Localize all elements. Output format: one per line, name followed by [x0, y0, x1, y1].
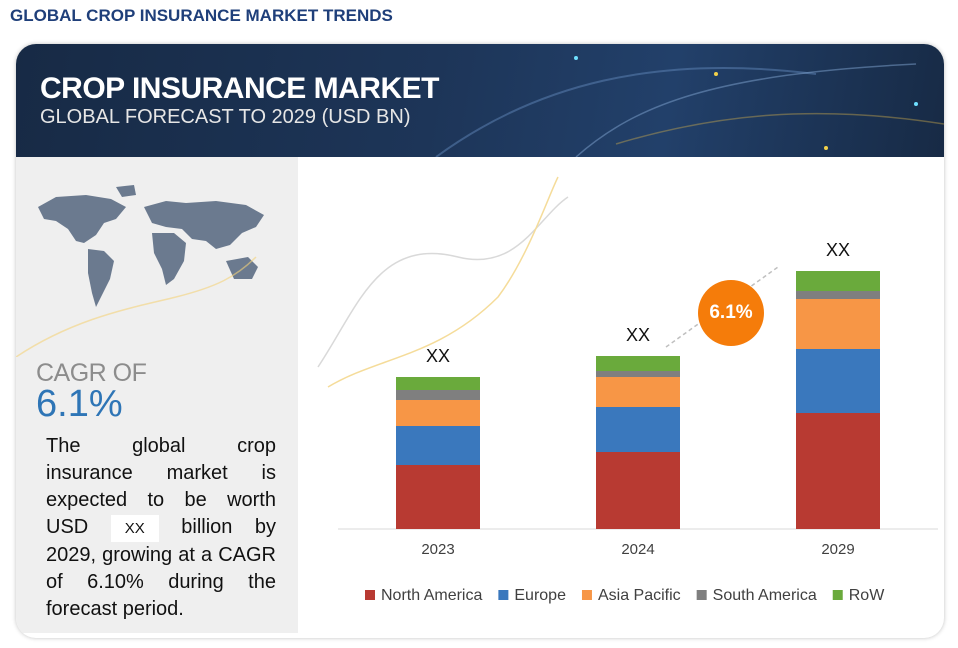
bar-segment — [596, 356, 680, 371]
x-tick-label: 2023 — [421, 541, 454, 558]
bar-segment — [596, 371, 680, 377]
description: The global crop insurance market is expe… — [46, 433, 276, 623]
x-tick-label: 2024 — [621, 541, 654, 558]
bar-segment — [396, 426, 480, 465]
header-decoration — [435, 56, 944, 157]
total-label: XX — [426, 346, 450, 366]
cagr-badge-label: 6.1% — [709, 302, 752, 323]
bar-segment — [596, 407, 680, 452]
x-tick-label: 2029 — [821, 541, 854, 558]
bar-segment — [396, 400, 480, 426]
legend-label: South America — [713, 587, 817, 604]
bar-segment — [596, 377, 680, 407]
header: CROP INSURANCE MARKET GLOBAL FORECAST TO… — [16, 44, 944, 157]
bar-segment — [396, 390, 480, 400]
legend-label: Europe — [514, 587, 566, 604]
bar-segment — [796, 299, 880, 349]
legend-label: Asia Pacific — [598, 587, 681, 604]
description-text: billion by 2029, growing at a CAGR of 6.… — [46, 516, 277, 620]
bar-segment — [596, 452, 680, 529]
bar-segment — [796, 291, 880, 299]
description-text: The global crop insurance market is expe… — [46, 435, 276, 538]
cagr-label: CAGR OF — [36, 359, 147, 387]
legend-swatch — [581, 590, 592, 600]
chart: XX 2023 XX 2024 XX 2029 6.1% North America Europ… — [317, 176, 938, 604]
world-map — [16, 185, 264, 357]
header-subtitle: GLOBAL FORECAST TO 2029 (USD BN) — [40, 106, 411, 128]
bar-segment — [796, 271, 880, 291]
total-label: XX — [826, 240, 850, 260]
page-title: GLOBAL CROP INSURANCE MARKET TRENDS — [10, 6, 393, 25]
bar-segment — [796, 349, 880, 413]
cagr-badge — [698, 280, 764, 346]
cagr-value: 6.1% — [36, 383, 123, 425]
description-value: XX — [110, 515, 159, 542]
legend-swatch — [696, 590, 707, 600]
sidebar: CAGR OF 6.1% The global crop insurance m… — [16, 157, 298, 633]
legend-label: RoW — [849, 587, 885, 604]
header-title: CROP INSURANCE MARKET — [40, 72, 439, 105]
total-label: XX — [626, 325, 650, 345]
legend-swatch — [365, 590, 375, 600]
legend-label: North America — [381, 587, 482, 604]
bar-segment — [396, 465, 480, 529]
legend-swatch — [832, 590, 843, 600]
bar-segment — [396, 377, 480, 390]
legend-swatch — [498, 590, 509, 600]
card: CROP INSURANCE MARKET GLOBAL FORECAST TO… — [16, 44, 944, 638]
bar-segment — [796, 413, 880, 529]
